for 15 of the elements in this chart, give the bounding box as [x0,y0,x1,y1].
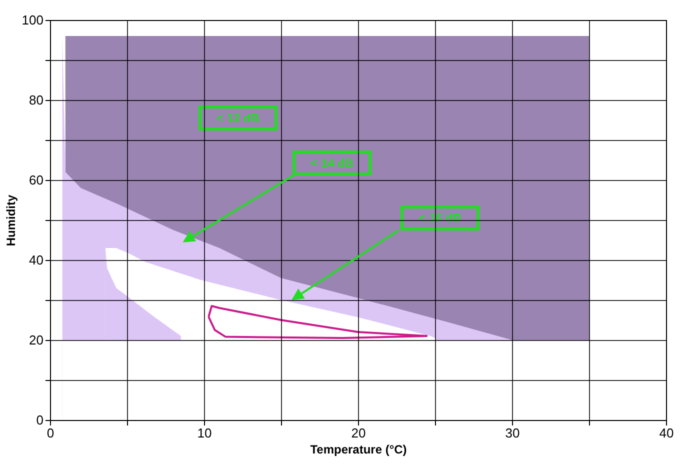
x-axis-title: Temperature (°C) [310,442,407,456]
y-tick-label: 80 [29,92,44,108]
y-tick-label: 0 [36,412,44,428]
x-tick-label: 10 [197,426,212,440]
y-tick-label: 40 [29,252,44,268]
y-tick-label: 60 [29,172,44,188]
x-tick-label: 0 [46,426,54,440]
y-tick-label: 20 [29,332,44,348]
x-tick-label: 30 [505,426,520,440]
y-tick-label: 100 [22,12,44,28]
annotation: < 14 dB [310,156,354,170]
x-tick-label: 20 [351,426,366,440]
y-axis-title: Humidity [4,194,18,246]
x-tick-label: 40 [659,426,674,440]
annotation: < 12 dB [216,111,260,125]
